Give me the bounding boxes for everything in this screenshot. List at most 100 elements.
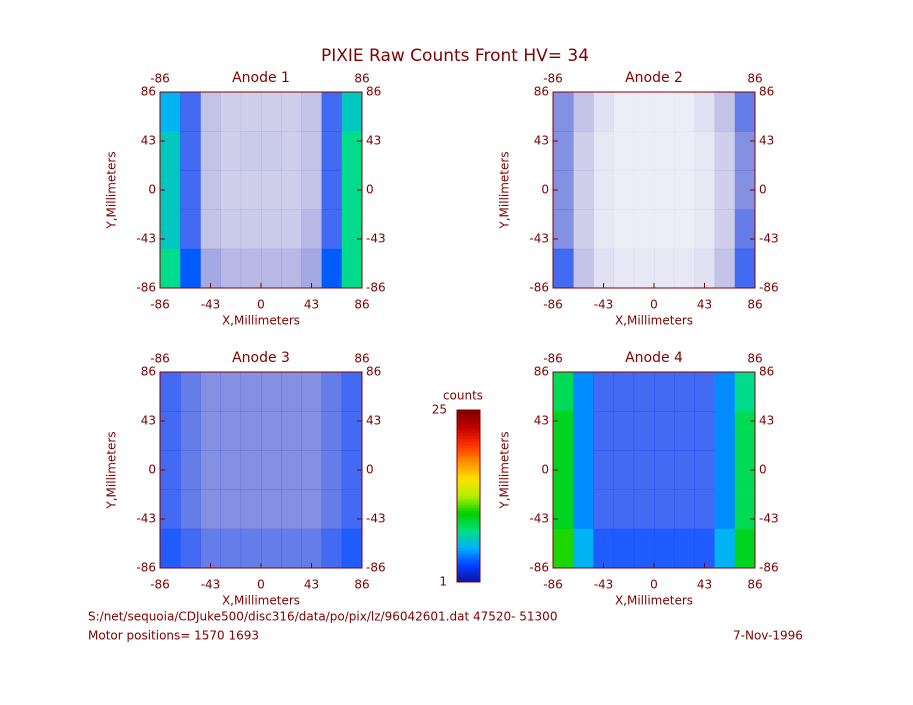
heatmap-cell xyxy=(180,170,201,210)
heatmap-cell xyxy=(734,248,756,289)
colorbar-band xyxy=(457,530,480,534)
x-tick-label: 0 xyxy=(650,298,658,312)
heatmap-cell xyxy=(714,450,736,490)
y-axis-label: Y,Millimeters xyxy=(105,151,119,229)
colorbar-band xyxy=(457,435,480,440)
heatmap-cell xyxy=(654,248,675,289)
heatmap-cell xyxy=(240,92,262,132)
heatmap-cell xyxy=(261,131,282,171)
heatmap-cell xyxy=(734,170,756,210)
heatmap-cell xyxy=(654,372,675,412)
y2-tick-label: -86 xyxy=(759,281,779,295)
heatmap-cell xyxy=(714,528,736,569)
heatmap-cell xyxy=(200,528,221,569)
heatmap-cell xyxy=(573,92,594,132)
heatmap-cell xyxy=(301,170,322,210)
heatmap-cell xyxy=(200,248,221,289)
y-tick-label: 86 xyxy=(141,365,156,379)
heatmap-cell xyxy=(613,528,635,569)
x2-tick-label: 86 xyxy=(747,72,762,86)
heatmap-cell xyxy=(261,450,282,490)
colorbar-band xyxy=(457,550,480,554)
x-tick-label: 43 xyxy=(304,578,319,592)
x2-tick-label: -86 xyxy=(150,352,170,366)
heatmap-cell xyxy=(694,209,715,250)
heatmap-cell xyxy=(240,170,262,210)
heatmap-cell xyxy=(321,170,343,210)
colorbar-band xyxy=(457,490,480,494)
heatmap-cell xyxy=(553,528,574,569)
heatmap-cell xyxy=(654,170,675,210)
y-tick-label: 86 xyxy=(534,85,549,99)
heatmap-cell xyxy=(341,209,363,250)
x-tick-label: 0 xyxy=(650,578,658,592)
colorbar-band xyxy=(457,455,480,460)
heatmap-cell xyxy=(301,528,322,569)
heatmap-cell xyxy=(261,92,282,132)
heatmap-cell xyxy=(553,131,574,171)
heatmap-cell xyxy=(674,528,695,569)
heatmap-cell xyxy=(220,248,242,289)
heatmap-cell xyxy=(613,450,635,490)
heatmap-cell xyxy=(734,372,756,412)
colorbar-band xyxy=(457,481,480,486)
heatmap-cell xyxy=(341,411,363,451)
heatmap-cell xyxy=(160,489,181,530)
colorbar-band xyxy=(457,424,480,428)
y-tick-label: -43 xyxy=(136,232,156,246)
heatmap-cell xyxy=(674,170,695,210)
x-tick-label: -86 xyxy=(543,298,563,312)
heatmap-cell xyxy=(160,170,181,210)
heatmap-cell xyxy=(240,248,262,289)
footer-motor: Motor positions= 1570 1693 xyxy=(88,629,259,643)
colorbar-band xyxy=(457,559,480,563)
y2-tick-label: 0 xyxy=(759,463,767,477)
heatmap-cell xyxy=(321,528,343,569)
heatmap-cell xyxy=(240,450,262,490)
y2-tick-label: 0 xyxy=(366,183,374,197)
heatmap-cell xyxy=(160,411,181,451)
heatmap-cell xyxy=(573,209,594,250)
heatmap-cell xyxy=(633,372,655,412)
colorbar-band xyxy=(457,475,480,480)
heatmap-cell xyxy=(321,372,343,412)
x-axis-label: X,Millimeters xyxy=(615,314,693,328)
x-tick-label: -43 xyxy=(594,298,614,312)
panel-title: Anode 2 xyxy=(625,70,683,86)
heatmap-cell xyxy=(200,489,221,530)
y-tick-label: 86 xyxy=(534,365,549,379)
y2-tick-label: -43 xyxy=(366,232,386,246)
heatmap-cell xyxy=(714,170,736,210)
heatmap-cell xyxy=(633,489,655,530)
x-axis-label: X,Millimeters xyxy=(222,314,300,328)
heatmap-cell xyxy=(200,92,221,132)
heatmap-cell xyxy=(281,131,302,171)
heatmap-cell xyxy=(220,209,242,250)
y-tick-label: -86 xyxy=(529,281,549,295)
heatmap-cell xyxy=(593,170,614,210)
colorbar-band xyxy=(457,527,480,531)
heatmap-cell xyxy=(240,411,262,451)
colorbar-band xyxy=(457,507,480,511)
heatmap-cell xyxy=(553,170,574,210)
heatmap-cell xyxy=(573,489,594,530)
heatmap-cell xyxy=(714,489,736,530)
heatmap-cell xyxy=(301,92,322,132)
y2-tick-label: -86 xyxy=(759,561,779,575)
colorbar-band xyxy=(457,464,480,468)
heatmap-cell xyxy=(553,92,574,132)
heatmap-cell xyxy=(714,92,736,132)
panel-title: Anode 4 xyxy=(625,350,683,366)
colorbar-band xyxy=(457,567,480,572)
colorbar-band xyxy=(457,415,480,420)
heatmap-cell xyxy=(341,92,363,132)
y-tick-label: -86 xyxy=(136,561,156,575)
x-tick-label: 0 xyxy=(257,578,265,592)
colorbar-band xyxy=(457,553,480,557)
heatmap-cell xyxy=(674,92,695,132)
colorbar-band xyxy=(457,412,480,417)
heatmap-cell xyxy=(321,131,343,171)
y-tick-label: 0 xyxy=(148,463,156,477)
heatmap-cell xyxy=(220,372,242,412)
